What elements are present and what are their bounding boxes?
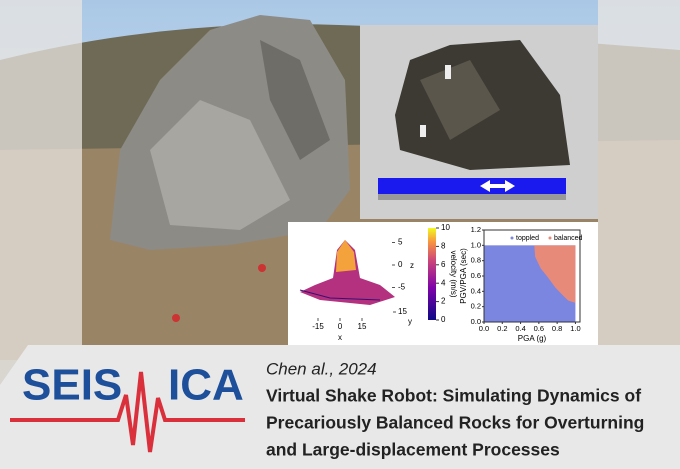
z-tick-label: -5 xyxy=(398,283,406,292)
logo-text: ICA xyxy=(168,361,244,410)
z-tick-label: 0 xyxy=(398,260,403,269)
logo-text: SEIS xyxy=(22,361,122,410)
region xyxy=(534,245,576,303)
y-tick-label: 1.0 xyxy=(471,240,481,249)
paper-title: Precariously Balanced Rocks for Overturn… xyxy=(266,413,644,433)
logo-wave xyxy=(10,371,245,453)
y-tick-label: 15 xyxy=(398,307,407,316)
y-tick-label: 1.2 xyxy=(471,225,481,234)
x-tick-label: 0 xyxy=(338,322,343,331)
x-label: x xyxy=(338,333,342,342)
legend-label: balanced xyxy=(554,235,583,242)
y-tick-label: 0.2 xyxy=(471,302,481,311)
colorbar-tick-label: 2 xyxy=(441,297,446,306)
z-label: z xyxy=(410,261,414,270)
x-tick-label: 0.4 xyxy=(515,324,525,333)
citation: Chen al., 2024 xyxy=(266,359,377,378)
colorbar-tick-label: 8 xyxy=(441,242,446,251)
banner: SEIS ICA Chen al., 2024 Virtual Shake Ro… xyxy=(0,345,680,469)
legend-swatch xyxy=(510,236,514,240)
y-tick-label: 0.8 xyxy=(471,256,481,265)
region-plot: 0.0 0.2 0.4 0.6 0.8 1.0 0.0 0.2 0.4 0.6 0.8 1.0 1.2 P… xyxy=(458,222,598,346)
y-tick-label: 0.4 xyxy=(471,286,481,295)
colorbar-tick-label: 10 xyxy=(441,223,450,232)
model-inset xyxy=(360,25,598,219)
z-tick-label: 5 xyxy=(398,238,403,247)
paper-title: Virtual Shake Robot: Simulating Dynamics… xyxy=(266,386,641,406)
x-label: PGA (g) xyxy=(518,334,547,343)
legend-label: toppled xyxy=(516,235,539,242)
x-tick-label: 0.0 xyxy=(479,324,489,333)
x-tick-label: 15 xyxy=(358,322,367,331)
x-tick-label: 0.2 xyxy=(497,324,507,333)
paper-title: and Large-displacement Processes xyxy=(266,440,560,460)
legend-swatch xyxy=(548,236,552,240)
x-tick-label: 1.0 xyxy=(570,324,580,333)
y-label: PGV/PGA (sec) xyxy=(459,248,468,304)
x-tick-label: 0.8 xyxy=(552,324,562,333)
x-tick-label: 0.6 xyxy=(534,324,544,333)
x-tick-label: -15 xyxy=(312,322,324,331)
y-tick-label: 0.0 xyxy=(471,317,481,326)
colorbar-tick-label: 6 xyxy=(441,260,446,269)
colorbar-tick-label: 0 xyxy=(441,315,446,324)
colorbar-label: velocity (m/s) xyxy=(449,250,458,297)
y-label: y xyxy=(408,317,412,326)
colorbar-tick-label: 4 xyxy=(441,278,446,287)
y-tick-label: 0.6 xyxy=(471,271,481,280)
